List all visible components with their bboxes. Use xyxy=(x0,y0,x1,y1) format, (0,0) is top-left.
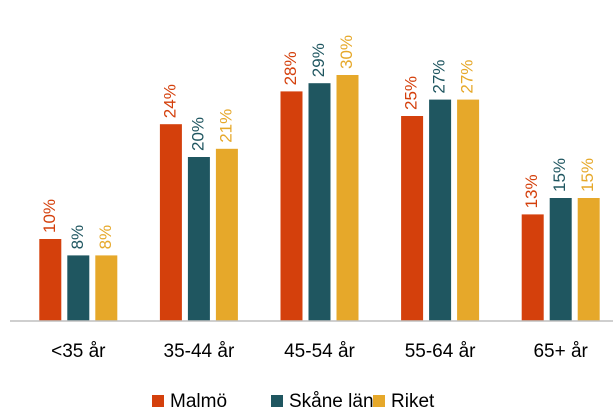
legend-label: Skåne län xyxy=(289,391,374,410)
bar xyxy=(308,83,331,321)
legend-label: Malmö xyxy=(170,391,227,410)
bar xyxy=(67,255,90,321)
data-label: 13% xyxy=(522,174,541,208)
data-label: 10% xyxy=(40,199,59,233)
data-label: 8% xyxy=(68,225,87,250)
data-label: 25% xyxy=(402,76,421,110)
data-label: 29% xyxy=(309,43,328,77)
x-tick-label: 35-44 år xyxy=(164,341,235,362)
bar xyxy=(39,239,62,321)
data-label: 27% xyxy=(430,60,449,94)
x-tick-label: 55-64 år xyxy=(405,341,476,362)
bar xyxy=(457,99,480,321)
legend-swatch xyxy=(271,395,283,407)
legend-swatch xyxy=(373,395,385,407)
data-label: 8% xyxy=(96,225,115,250)
data-label: 15% xyxy=(578,158,597,192)
data-label: 27% xyxy=(458,60,477,94)
legend-label: Riket xyxy=(391,391,435,410)
data-label: 24% xyxy=(160,84,179,118)
bar xyxy=(159,124,182,321)
x-tick-label: 65+ år xyxy=(533,341,588,362)
bar xyxy=(187,157,210,321)
data-label: 30% xyxy=(337,35,356,69)
data-label: 20% xyxy=(188,117,207,151)
bar xyxy=(549,198,572,321)
bar xyxy=(401,116,424,321)
bar xyxy=(280,91,303,322)
bar xyxy=(336,75,359,321)
data-label: 21% xyxy=(216,109,235,143)
bar xyxy=(521,214,544,321)
x-tick-label: 45-54 år xyxy=(284,341,355,362)
bar xyxy=(577,198,600,321)
bar xyxy=(95,255,118,321)
bar xyxy=(215,148,238,321)
x-tick-label: <35 år xyxy=(51,341,106,362)
data-label: 28% xyxy=(281,51,300,85)
bar xyxy=(429,99,452,321)
legend-swatch xyxy=(152,395,164,407)
data-label: 15% xyxy=(550,158,569,192)
